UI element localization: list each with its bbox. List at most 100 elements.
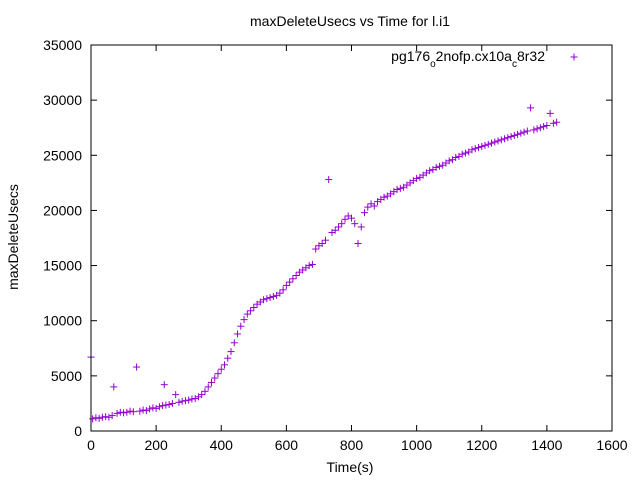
- data-point: [136, 407, 144, 415]
- data-point: [120, 409, 128, 417]
- data-point: [517, 129, 525, 137]
- data-point: [198, 391, 206, 399]
- data-point: [305, 262, 313, 270]
- data-point: [178, 397, 186, 405]
- data-point: [321, 236, 329, 244]
- data-point: [269, 292, 277, 300]
- data-point: [478, 142, 486, 150]
- data-point: [501, 135, 509, 143]
- y-tick-label: 30000: [43, 92, 82, 108]
- data-point: [432, 163, 440, 171]
- x-tick-label: 200: [144, 437, 168, 453]
- data-point: [113, 409, 121, 417]
- data-point: [260, 296, 268, 304]
- x-tick-label: 1200: [466, 437, 497, 453]
- data-point: [155, 403, 163, 411]
- data-point: [445, 157, 453, 165]
- data-point: [133, 363, 141, 371]
- plot-area-frame: [90, 44, 613, 432]
- data-point: [266, 294, 274, 302]
- data-point: [504, 134, 512, 142]
- data-point: [540, 123, 548, 131]
- data-point: [452, 153, 460, 161]
- data-point: [152, 404, 160, 412]
- data-point: [514, 130, 522, 138]
- data-point: [129, 408, 137, 416]
- data-point: [341, 215, 349, 223]
- data-point: [207, 378, 215, 386]
- data-point: [527, 104, 535, 112]
- data-point: [546, 109, 554, 117]
- data-point: [126, 407, 134, 415]
- legend-marker-symbol: [570, 53, 578, 61]
- data-point: [520, 128, 528, 136]
- legend: pg176o2nofp.cx10ac8r32: [391, 48, 578, 70]
- data-point: [292, 271, 300, 279]
- data-point: [380, 193, 388, 201]
- data-point: [92, 414, 100, 422]
- data-point: [110, 383, 118, 391]
- data-point: [185, 396, 193, 404]
- data-point: [276, 289, 284, 297]
- data-point: [488, 139, 496, 147]
- data-point: [286, 278, 294, 286]
- data-points: [87, 104, 561, 423]
- data-point: [426, 167, 434, 175]
- data-point: [351, 220, 359, 228]
- data-point: [89, 415, 97, 423]
- data-point: [533, 125, 541, 133]
- data-point: [217, 365, 225, 373]
- data-point: [159, 402, 167, 410]
- data-point: [481, 141, 489, 149]
- data-point: [247, 307, 255, 315]
- data-point: [364, 203, 372, 211]
- data-point: [188, 395, 196, 403]
- y-tick-label: 35000: [43, 37, 82, 53]
- data-point: [289, 275, 297, 283]
- data-point: [338, 220, 346, 228]
- data-point: [149, 404, 157, 412]
- data-point: [361, 209, 369, 217]
- x-tick-label: 400: [210, 437, 234, 453]
- data-point: [530, 126, 538, 134]
- data-point: [123, 408, 131, 416]
- data-point: [458, 150, 466, 158]
- legend-marker: [570, 53, 578, 61]
- data-point: [497, 136, 505, 144]
- chart-title: maxDeleteUsecs vs Time for l.i1: [250, 13, 450, 29]
- data-point: [204, 383, 212, 391]
- data-point: [116, 408, 124, 416]
- data-point: [553, 118, 561, 126]
- legend-label-part: o: [430, 59, 436, 70]
- data-point: [279, 286, 287, 294]
- y-tick-label: 15000: [43, 258, 82, 274]
- x-axis-title: Time(s): [327, 459, 374, 475]
- data-point: [227, 348, 235, 356]
- data-point: [334, 223, 342, 231]
- data-point: [181, 397, 189, 405]
- x-tick-label: 1000: [401, 437, 432, 453]
- data-point: [471, 145, 479, 153]
- data-point: [549, 119, 557, 127]
- y-tick-label: 20000: [43, 202, 82, 218]
- data-point: [435, 162, 443, 170]
- data-point: [237, 322, 245, 330]
- data-point: [139, 406, 147, 414]
- data-point: [494, 137, 502, 145]
- data-point: [221, 361, 229, 369]
- legend-label: pg176o2nofp.cx10ac8r32: [391, 48, 545, 70]
- data-point: [536, 124, 544, 132]
- data-point: [191, 394, 199, 402]
- data-point: [461, 149, 469, 157]
- data-point: [354, 240, 362, 248]
- x-tick-label: 600: [275, 437, 299, 453]
- data-point: [243, 310, 251, 318]
- data-point: [484, 140, 492, 148]
- data-point: [491, 138, 499, 146]
- data-point: [162, 401, 170, 409]
- x-tick-label: 1400: [531, 437, 562, 453]
- data-point: [523, 127, 531, 135]
